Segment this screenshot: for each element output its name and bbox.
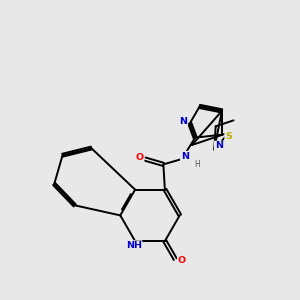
Text: O: O bbox=[178, 256, 186, 265]
Text: N: N bbox=[179, 117, 187, 126]
Text: H: H bbox=[194, 160, 200, 169]
Text: NH: NH bbox=[126, 241, 142, 250]
Text: N: N bbox=[181, 152, 189, 160]
Text: O: O bbox=[136, 153, 144, 162]
Text: N: N bbox=[215, 141, 223, 150]
Text: S: S bbox=[225, 132, 232, 141]
